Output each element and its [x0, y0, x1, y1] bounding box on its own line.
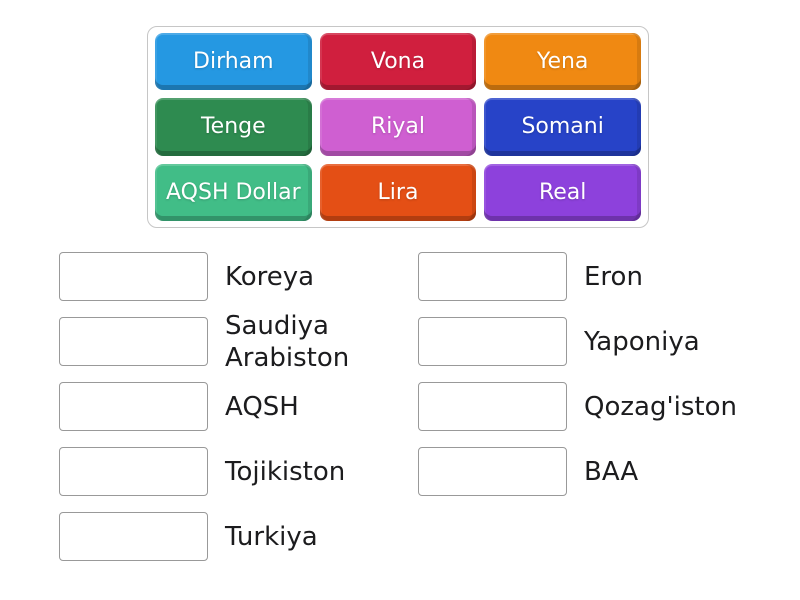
answer-slot-turkiya[interactable]: [59, 512, 208, 561]
answer-label-aqsh: AQSH: [225, 391, 299, 422]
match-row-aqsh: AQSH: [59, 382, 415, 431]
tile-real[interactable]: Real: [484, 163, 641, 221]
tile-label: Real: [538, 179, 587, 205]
answers-column-right: Eron Yaponiya Qozag'iston BAA: [418, 252, 737, 512]
tile-aqsh-dollar[interactable]: AQSH Dollar: [155, 163, 312, 221]
answers-column-left: Koreya Saudiya Arabiston AQSH Tojikiston Tur…: [59, 252, 415, 577]
answer-label-koreya: Koreya: [225, 261, 315, 292]
answer-label-yaponiya: Yaponiya: [584, 326, 700, 357]
tile-riyal[interactable]: Riyal: [319, 98, 477, 156]
answer-slot-saudiya-arabiston[interactable]: [59, 317, 208, 366]
answer-label-qozag-iston: Qozag'iston: [584, 391, 737, 422]
answer-label-tojikiston: Tojikiston: [225, 456, 346, 487]
tile-label: Lira: [377, 179, 419, 205]
answer-slot-qozag-iston[interactable]: [418, 382, 567, 431]
tile-vona[interactable]: Vona: [319, 33, 477, 91]
answer-slot-koreya[interactable]: [59, 252, 208, 301]
answer-label-turkiya: Turkiya: [225, 521, 318, 552]
tile-dirham[interactable]: Dirham: [155, 33, 312, 91]
match-row-qozag-iston: Qozag'iston: [418, 382, 737, 431]
answer-slot-yaponiya[interactable]: [418, 317, 567, 366]
match-row-baa: BAA: [418, 447, 737, 496]
tile-tenge[interactable]: Tenge: [155, 98, 312, 156]
tile-label: AQSH Dollar: [166, 179, 301, 205]
keywords-panel: Dirham Vona Yena Tenge Riyal Somani AQSH Dolla…: [147, 26, 649, 228]
tile-label: Yena: [536, 49, 589, 75]
tile-yena[interactable]: Yena: [484, 33, 641, 91]
match-row-saudiya-arabiston: Saudiya Arabiston: [59, 311, 415, 373]
answer-slot-eron[interactable]: [418, 252, 567, 301]
answer-label-baa: BAA: [584, 456, 639, 487]
answer-slot-tojikiston[interactable]: [59, 447, 208, 496]
match-row-tojikiston: Tojikiston: [59, 447, 415, 496]
tile-lira[interactable]: Lira: [319, 163, 477, 221]
tile-label: Dirham: [193, 49, 274, 75]
match-row-turkiya: Turkiya: [59, 512, 415, 561]
match-row-koreya: Koreya: [59, 252, 415, 301]
answer-label-saudiya-arabiston: Saudiya Arabiston: [225, 310, 350, 373]
answer-label-eron: Eron: [584, 261, 643, 292]
tile-label: Vona: [370, 49, 426, 75]
tile-label: Tenge: [200, 114, 266, 140]
answer-slot-baa[interactable]: [418, 447, 567, 496]
match-row-eron: Eron: [418, 252, 737, 301]
answer-slot-aqsh[interactable]: [59, 382, 208, 431]
match-row-yaponiya: Yaponiya: [418, 317, 737, 366]
tile-somani[interactable]: Somani: [484, 98, 641, 156]
tile-label: Somani: [521, 114, 604, 140]
tile-label: Riyal: [370, 114, 425, 140]
